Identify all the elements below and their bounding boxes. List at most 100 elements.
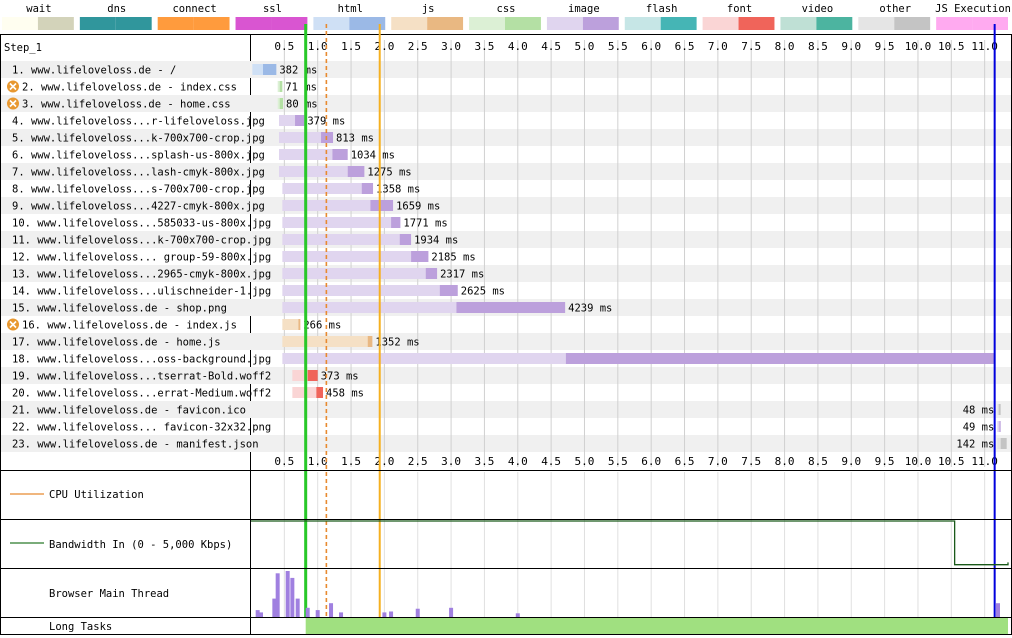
row-stripe [1, 129, 1011, 146]
legend-item-connect: connect [157, 3, 230, 30]
request-duration: 1034 ms [351, 150, 395, 162]
legend-label: js [422, 3, 435, 15]
request-row[interactable]: 17. www.lifeloveloss.de - home.js 1352 ms [12, 336, 420, 349]
x-tick-label: 9.0 [841, 40, 861, 53]
legend-swatch-light [79, 17, 116, 30]
request-row[interactable]: 19. www.lifeloveloss...tserrat-Bold.woff… [12, 370, 359, 383]
x-tick-label: 8.5 [808, 455, 828, 468]
request-label: 17. www.lifeloveloss.de - home.js [12, 337, 221, 349]
request-duration: 813 ms [336, 133, 374, 145]
legend-swatch-light [546, 17, 583, 30]
request-row[interactable]: 15. www.lifeloveloss.de - shop.png 4239 m… [12, 302, 612, 315]
bar-ttfb [279, 166, 348, 177]
row-stripe [1, 401, 1011, 418]
request-row[interactable]: 5. www.lifeloveloss...k-700x700-crop.jpg… [12, 132, 374, 145]
request-row[interactable]: 16. www.lifeloveloss.de - index.js 266 ms [7, 318, 341, 332]
request-duration: 1771 ms [403, 218, 447, 230]
request-duration: 71 ms [285, 82, 317, 94]
legend-item-wait: wait [2, 3, 74, 30]
x-tick-label: 4.5 [541, 455, 561, 468]
legend-item-image: image [546, 3, 619, 30]
request-duration: 458 ms [326, 388, 364, 400]
bar-ttfb [997, 404, 999, 415]
main-thread-activity [995, 603, 1000, 617]
request-label: 5. www.lifeloveloss...k-700x700-crop.jpg [12, 133, 265, 145]
request-row[interactable]: 14. www.lifeloveloss...ulischneider-1.jp… [12, 285, 505, 298]
x-axis-bottom: 0.5 1.0 1.5 2.0 2.5 3.0 3.5 4.0 4.5 5.0 5.5 6.0 6.5 7… [274, 455, 997, 468]
request-row[interactable]: 7. www.lifeloveloss...lash-cmyk-800x.jpg… [12, 166, 412, 179]
row-stripe [1, 231, 1011, 248]
request-row[interactable]: 20. www.lifeloveloss...errat-Medium.woff… [12, 387, 364, 400]
bar-download [391, 217, 401, 228]
request-row[interactable]: 4. www.lifeloveloss...r-lifeloveloss.jpg… [12, 115, 345, 128]
request-label: 7. www.lifeloveloss...lash-cmyk-800x.jpg [12, 167, 265, 179]
request-row[interactable]: 8. www.lifeloveloss...s-700x700-crop.jpg… [12, 183, 420, 196]
request-label: 19. www.lifeloveloss...tserrat-Bold.woff… [12, 371, 271, 383]
request-row[interactable]: 11. www.lifeloveloss...k-700x700-crop.jp… [12, 234, 458, 247]
x-tick-label: 7.5 [741, 40, 761, 53]
bar-ttfb [997, 421, 1000, 432]
request-label: 6. www.lifeloveloss...splash-us-800x.jpg [12, 150, 265, 162]
legend-swatch-light [235, 17, 272, 30]
request-row[interactable]: 23. www.lifeloveloss.de - manifest.json 1… [12, 438, 1007, 451]
request-label: 2. www.lifeloveloss.de - index.css [22, 82, 237, 94]
request-duration: 2317 ms [440, 269, 484, 281]
bar-ttfb [279, 132, 322, 143]
x-tick-label: 10.5 [938, 455, 965, 468]
gridlines [283, 40, 986, 617]
main-thread-activity [515, 613, 520, 617]
legend-label: video [802, 3, 834, 15]
request-row[interactable]: 21. www.lifeloveloss.de - favicon.ico 48 … [12, 404, 1001, 417]
request-duration: 2185 ms [431, 252, 475, 264]
request-label: 20. www.lifeloveloss...errat-Medium.woff… [12, 388, 271, 400]
event-markers [304, 24, 996, 617]
bar-download [332, 149, 348, 160]
x-tick-label: 5.5 [608, 455, 628, 468]
legend-item-js: js [391, 3, 464, 30]
legend-swatch-dark [972, 17, 1008, 30]
bar-download [456, 302, 566, 313]
main-thread-activity [415, 608, 420, 617]
request-row[interactable]: 13. www.lifeloveloss...2965-cmyk-800x.jp… [12, 268, 484, 281]
long-tasks-panel: Long Tasks [49, 618, 1008, 634]
x-tick-label: 8.0 [775, 455, 795, 468]
main-thread-activity [329, 603, 334, 617]
legend-item-other: other [858, 3, 931, 30]
bar-download [295, 115, 305, 126]
legend-swatch-light [702, 17, 739, 30]
legend-item-html: html [313, 3, 386, 30]
request-label: 23. www.lifeloveloss.de - manifest.json [12, 439, 259, 451]
main-thread-label: Browser Main Thread [49, 588, 169, 600]
main-thread-activity [295, 598, 300, 617]
request-row[interactable]: 6. www.lifeloveloss...splash-us-800x.jpg… [12, 149, 395, 162]
legend-label: other [879, 3, 911, 15]
request-row[interactable]: 18. www.lifeloveloss...oss-background.jp… [12, 353, 996, 366]
x-tick-label: 11.0 [971, 40, 998, 53]
bar-download [279, 98, 284, 109]
request-row[interactable]: 2. www.lifeloveloss.de - index.css 71 ms [7, 80, 317, 94]
legend-swatch-dark [115, 17, 152, 30]
x-tick-label: 2.0 [374, 40, 394, 53]
request-duration: 373 ms [321, 371, 359, 383]
main-thread-activity [315, 610, 320, 617]
x-tick-label: 1.5 [341, 455, 361, 468]
row-stripe [1, 95, 1011, 112]
x-axis-top: 0.5 1.0 1.5 2.0 2.5 3.0 3.5 4.0 4.5 5.0 5.5 6.0 6.5 7… [274, 40, 997, 53]
legend-label: wait [26, 3, 51, 15]
x-tick-label: 2.0 [374, 455, 394, 468]
request-label: 15. www.lifeloveloss.de - shop.png [12, 303, 227, 315]
x-tick-label: 5.0 [575, 40, 595, 53]
request-row[interactable]: 9. www.lifeloveloss...4227-cmyk-800x.jpg… [12, 200, 440, 213]
request-row[interactable]: 10. www.lifeloveloss...585033-us-800x.jp… [12, 217, 448, 230]
bar-ttfb [282, 319, 299, 330]
request-duration: 379 ms [307, 116, 345, 128]
request-row[interactable]: 22. www.lifeloveloss... favicon-32x32.pn… [12, 421, 1001, 434]
request-row[interactable]: 12. www.lifeloveloss... group-59-800x.jp… [12, 251, 476, 264]
warning-icon [7, 318, 19, 331]
cpu-utilization-panel: CPU Utilization [10, 489, 144, 501]
bar-download [361, 183, 374, 194]
request-row[interactable]: 3. www.lifeloveloss.de - home.css 80 ms [7, 97, 318, 111]
x-tick-label: 6.0 [641, 40, 661, 53]
request-row[interactable]: 1. www.lifeloveloss.de - / 382 ms [12, 64, 317, 77]
